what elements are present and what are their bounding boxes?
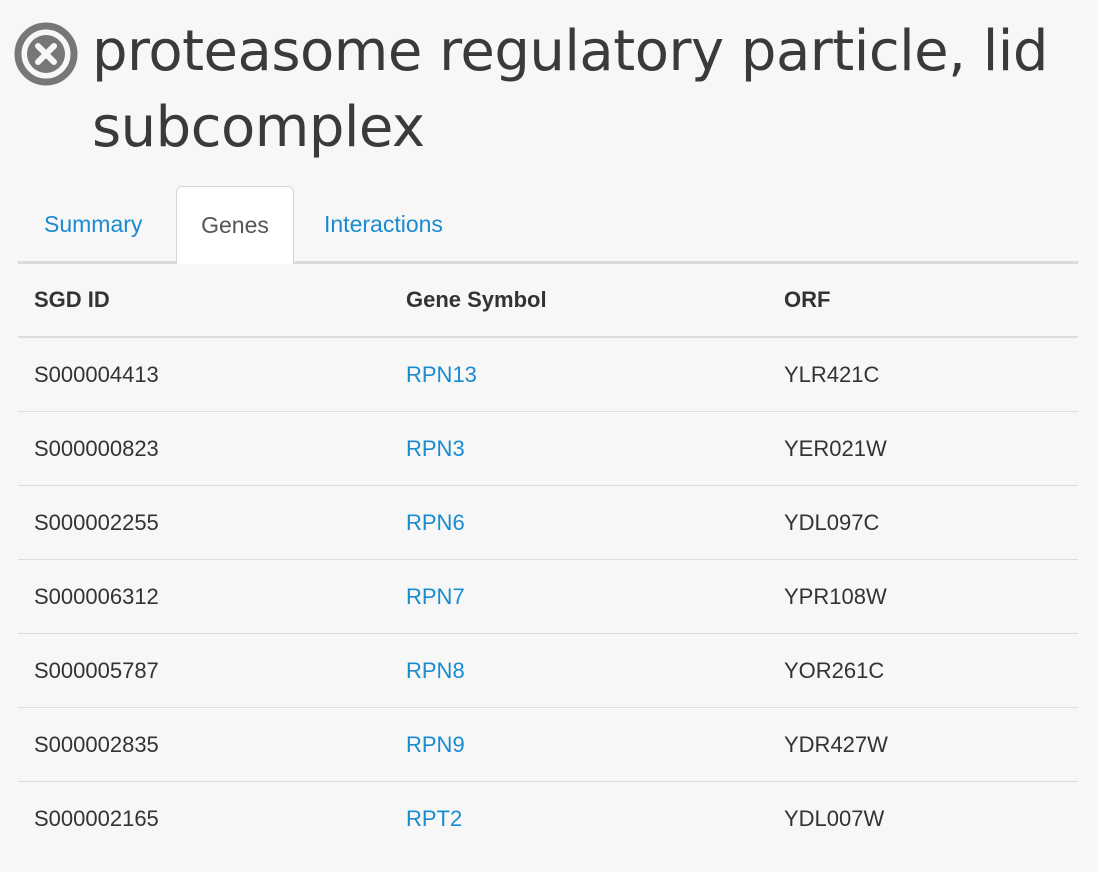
sgd-id-cell: S000002835 [18,707,390,782]
table-row: S000002255 RPN6 YDL097C [18,485,1078,560]
orf-cell: YDL007W [784,805,885,831]
sgd-id-cell: S000004413 [18,337,390,412]
gene-symbol-cell: RPN8 [390,633,768,708]
table-row: S000002835 RPN9 YDR427W [18,707,1078,782]
gene-symbol-cell: RPN9 [390,707,768,782]
gene-link[interactable]: RPN3 [406,435,465,461]
gene-symbol-cell: RPT2 [390,782,768,856]
gene-symbol-cell: RPN6 [390,485,768,560]
gene-link[interactable]: RPT2 [406,805,463,831]
column-header-orf[interactable]: ORF [768,264,1078,338]
gene-link[interactable]: RPN8 [406,657,465,683]
orf-cell: YDR427W [768,707,1078,782]
table-row: S000000823 RPN3 YER021W [18,411,1078,486]
tab-summary[interactable]: Summary [44,211,143,237]
genes-table: SGD ID Gene Symbol ORF S000004413 RPN13 … [18,264,1078,855]
orf-cell: YDL097C [768,485,1078,560]
gene-symbol-cell: RPN13 [390,337,768,412]
table-row: S000004413 RPN13 YLR421C [18,337,1078,412]
tab-genes[interactable]: Genes [176,186,294,264]
sgd-id-cell: S000006312 [18,559,390,634]
sgd-id-cell: S000005787 [18,633,390,708]
orf-cell: YLR421C [768,337,1078,412]
sgd-id-cell: S000000823 [18,411,390,486]
gene-link[interactable]: RPN9 [406,731,465,757]
page-title: proteasome regulatory particle, lid subc… [92,19,1048,160]
tab-interactions[interactable]: Interactions [324,211,443,237]
orf-cell: YOR261C [768,633,1078,708]
table-row: S000005787 RPN8 YOR261C [18,633,1078,708]
table-header-row: SGD ID Gene Symbol ORF [18,264,1078,338]
sgd-id-cell: S000002255 [18,485,390,560]
orf-cell: YPR108W [768,559,1078,634]
gene-link[interactable]: RPN6 [406,509,465,535]
gene-link[interactable]: RPN7 [406,583,465,609]
gene-symbol-cell: RPN3 [390,411,768,486]
page-header: proteasome regulatory particle, lid subc… [0,0,1098,180]
column-header-sgd-id[interactable]: SGD ID [18,264,390,338]
column-header-gene-symbol[interactable]: Gene Symbol [390,264,768,338]
table-row: S000006312 RPN7 YPR108W [18,559,1078,634]
tab-bar: Summary Genes Interactions [18,186,1078,264]
close-icon[interactable] [14,22,78,86]
orf-cell: YER021W [768,411,1078,486]
gene-symbol-cell: RPN7 [390,559,768,634]
gene-link[interactable]: RPN13 [406,361,477,387]
sgd-id-cell: S000002165 [34,805,159,831]
table-row: S000002165 RPT2 YDL007W [18,782,1078,856]
